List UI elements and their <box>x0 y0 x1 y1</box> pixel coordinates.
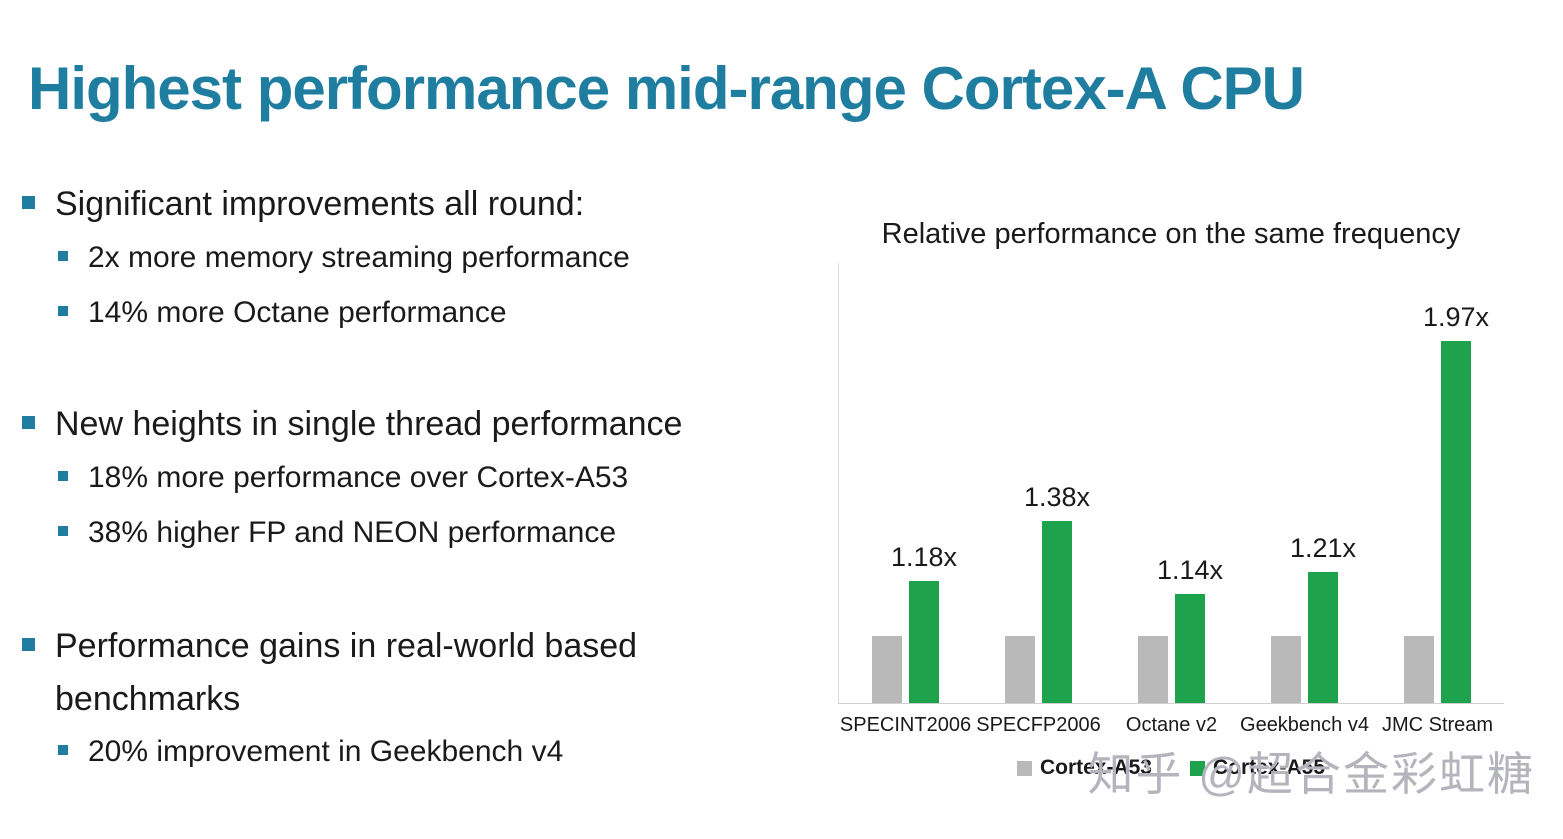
sub-bullet-item: 38% higher FP and NEON performance <box>58 512 790 554</box>
sub-bullet-list: 2x more memory streaming performance 14%… <box>58 237 790 334</box>
sub-bullet-list: 20% improvement in Geekbench v4 <box>58 731 790 773</box>
page-title: Highest performance mid-range Cortex-A C… <box>28 55 1305 123</box>
bar-cortex-a53 <box>1138 636 1168 703</box>
bar-cortex-a53 <box>1271 636 1301 703</box>
legend-item-cortex-a53: Cortex-A53 <box>1016 756 1152 780</box>
bar-cortex-a55 <box>1042 521 1072 703</box>
sub-bullet-text: 18% more performance over Cortex-A53 <box>88 460 629 494</box>
legend-item-cortex-a55: Cortex-A55 <box>1190 756 1325 780</box>
bullet-text: Performance gains in real-world based be… <box>55 627 638 718</box>
bullet-marker-icon <box>22 416 35 429</box>
sub-bullet-marker-icon <box>58 305 68 316</box>
bullet-group-improvements: Significant improvements all round: 2x m… <box>22 178 790 347</box>
bar-cortex-a53 <box>1005 636 1035 703</box>
legend-label: Cortex-A55 <box>1213 756 1326 779</box>
legend-label: Cortex-A53 <box>1039 756 1152 779</box>
bullet-marker-icon <box>22 196 35 209</box>
bullet-item: Performance gains in real-world based be… <box>22 620 790 725</box>
sub-bullet-marker-icon <box>58 470 68 481</box>
category-label: Octane v2 <box>1125 714 1218 736</box>
bullet-item: New heights in single thread performance <box>22 398 790 451</box>
bar-pair: 1.14x <box>1138 555 1223 703</box>
bar-cortex-a55 <box>1441 341 1471 703</box>
bullet-marker-icon <box>22 638 35 651</box>
chart-panel: Relative performance on the same frequen… <box>838 218 1504 780</box>
bar-cortex-a55 <box>1175 594 1205 703</box>
sub-bullet-item: 14% more Octane performance <box>58 292 790 334</box>
bullet-text: New heights in single thread performance <box>55 405 683 443</box>
bullet-text: Significant improvements all round: <box>55 185 585 223</box>
sub-bullet-marker-icon <box>58 525 68 536</box>
category-label: SPECINT2006 <box>839 714 972 736</box>
bar-value-label: 1.97x <box>1422 302 1490 332</box>
bullet-item: Significant improvements all round: <box>22 178 790 231</box>
category-label: Geekbench v4 <box>1240 714 1369 736</box>
bar-value-label: 1.14x <box>1156 555 1224 585</box>
chart-group: 1.18x SPECINT2006 <box>840 542 971 736</box>
bar-value-label: 1.21x <box>1289 533 1357 563</box>
legend-swatch-gray-icon <box>1016 760 1032 776</box>
chart-group: 1.97x JMC Stream <box>1382 302 1493 736</box>
sub-bullet-text: 38% higher FP and NEON performance <box>88 515 617 549</box>
chart-title: Relative performance on the same frequen… <box>881 218 1461 250</box>
category-label: SPECFP2006 <box>976 714 1101 736</box>
sub-bullet-marker-icon <box>58 250 68 261</box>
bar-value-label: 1.18x <box>890 542 958 572</box>
bar-pair: 1.97x <box>1404 302 1489 703</box>
category-label: JMC Stream <box>1381 714 1494 736</box>
legend-swatch-green-icon <box>1190 760 1205 776</box>
bar-cortex-a53 <box>1404 636 1434 703</box>
sub-bullet-text: 2x more memory streaming performance <box>88 240 630 274</box>
bullet-group-benchmarks: Performance gains in real-world based be… <box>22 620 790 786</box>
bar-pair: 1.18x <box>872 542 957 703</box>
sub-bullet-item: 20% improvement in Geekbench v4 <box>58 731 790 773</box>
chart-group: 1.21x Geekbench v4 <box>1240 533 1369 736</box>
bullet-list: Significant improvements all round: 2x m… <box>22 0 790 839</box>
bullet-group-single-thread: New heights in single thread performance… <box>22 398 790 567</box>
watermark: 知乎 @超合金彩虹糖 <box>1087 748 1535 800</box>
bar-pair: 1.21x <box>1271 533 1356 703</box>
sub-bullet-marker-icon <box>58 745 68 756</box>
bar-pair: 1.38x <box>1005 482 1090 703</box>
sub-bullet-list: 18% more performance over Cortex-A53 38%… <box>58 457 790 554</box>
sub-bullet-item: 18% more performance over Cortex-A53 <box>58 457 790 499</box>
chart-group: 1.14x Octane v2 <box>1126 555 1223 736</box>
bar-cortex-a53 <box>872 636 902 703</box>
chart-legend: Cortex-A53 Cortex-A55 <box>838 756 1504 780</box>
sub-bullet-text: 20% improvement in Geekbench v4 <box>88 735 564 769</box>
sub-bullet-item: 2x more memory streaming performance <box>58 237 790 279</box>
chart-plot: 1.18x SPECINT2006 1.38x SPECFP2006 1.14x Octa… <box>838 263 1504 736</box>
sub-bullet-text: 14% more Octane performance <box>88 295 507 329</box>
bar-cortex-a55 <box>909 581 939 703</box>
bar-value-label: 1.38x <box>1023 482 1091 512</box>
chart-group: 1.38x SPECFP2006 <box>976 482 1101 736</box>
bar-cortex-a55 <box>1308 572 1338 703</box>
